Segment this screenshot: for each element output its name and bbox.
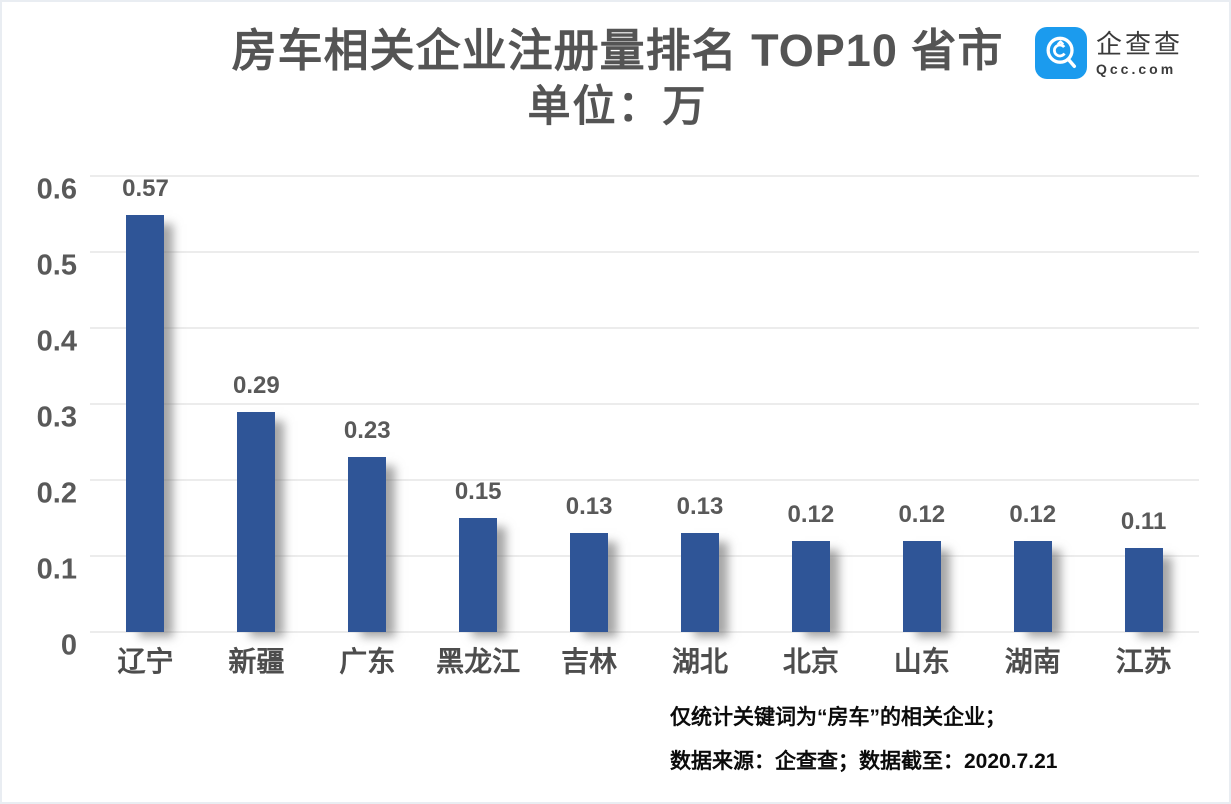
y-tick-label: 0 xyxy=(60,629,77,662)
gridline xyxy=(90,251,1199,253)
gridline xyxy=(90,555,1199,557)
bar-column: 0.29 xyxy=(201,176,312,632)
x-category-label: 广东 xyxy=(339,646,396,677)
bar xyxy=(1013,540,1052,632)
chart-subtitle: 单位：万 xyxy=(527,83,708,131)
x-category-label: 湖北 xyxy=(671,646,728,677)
bar-value-label: 0.12 xyxy=(1009,500,1057,528)
bar xyxy=(459,518,498,632)
x-category-label: 新疆 xyxy=(228,646,285,677)
chart-title: 房车相关企业注册量排名 TOP10 省市 xyxy=(231,25,1004,76)
magnifier-glyph xyxy=(1046,36,1077,69)
y-tick-label: 0.5 xyxy=(36,249,77,282)
bar-column: 0.12 xyxy=(755,176,866,632)
x-category-label: 江苏 xyxy=(1115,646,1172,677)
qcc-logo-icon xyxy=(1035,27,1087,79)
bar xyxy=(1124,548,1163,632)
bar xyxy=(237,411,276,632)
bar xyxy=(680,533,719,632)
bar-column: 0.23 xyxy=(312,176,423,632)
bar-value-label: 0.12 xyxy=(787,500,835,528)
bars-row: 0.57 0.29 0.23 0.15 0.13 0.13 0.12 0.12 0.12 0.11 xyxy=(90,176,1199,632)
gridline xyxy=(90,479,1199,481)
bar-column: 0.12 xyxy=(977,176,1088,632)
gridline xyxy=(90,327,1199,329)
bar-column: 0.12 xyxy=(866,176,977,632)
x-category-label: 吉林 xyxy=(561,646,618,677)
y-tick-label: 0.3 xyxy=(36,401,77,434)
bar xyxy=(570,533,609,632)
footnotes: 仅统计关键词为“房车”的相关企业； 数据来源：企查查；数据截至：2020.7.2… xyxy=(670,696,1057,784)
bar-column: 0.13 xyxy=(645,176,756,632)
bar-value-label: 0.29 xyxy=(233,371,280,399)
bar-value-label: 0.57 xyxy=(122,175,169,202)
bar-value-label: 0.23 xyxy=(343,417,391,445)
bar xyxy=(902,540,941,632)
logo-name: 企查查 xyxy=(1096,28,1184,59)
x-category-label: 辽宁 xyxy=(117,646,174,677)
bar-value-label: 0.12 xyxy=(898,500,946,528)
qcc-logo: 企查查 Qcc.com xyxy=(1035,27,1183,79)
x-category-label: 湖南 xyxy=(1004,646,1061,677)
footnote-line: 仅统计关键词为“房车”的相关企业； xyxy=(670,706,1006,729)
bar-value-label: 0.13 xyxy=(676,493,724,521)
bar xyxy=(348,457,387,632)
bar-column: 0.13 xyxy=(534,176,645,632)
x-category-label: 山东 xyxy=(893,646,950,677)
bar-value-label: 0.13 xyxy=(565,493,613,521)
gridline xyxy=(90,403,1199,405)
y-tick-label: 0.6 xyxy=(36,173,77,206)
bar xyxy=(791,540,830,632)
bar-column: 0.57 xyxy=(90,176,201,632)
bar-column: 0.11 xyxy=(1088,176,1199,632)
bar-value-label: 0.15 xyxy=(454,478,502,505)
y-tick-label: 0.2 xyxy=(36,477,77,510)
title-block: 房车相关企业注册量排名 TOP10 省市 单位：万 xyxy=(2,22,1229,134)
x-axis-labels: 辽宁 新疆 广东 黑龙江 吉林 湖北 北京 山东 湖南 江苏 xyxy=(90,646,1199,678)
bar-value-label: 0.11 xyxy=(1120,508,1167,536)
gridline xyxy=(90,631,1199,633)
x-category-label: 北京 xyxy=(782,646,839,677)
x-category-label: 黑龙江 xyxy=(436,646,521,677)
y-tick-label: 0.4 xyxy=(36,325,77,358)
logo-domain: Qcc.com xyxy=(1096,60,1177,77)
bar xyxy=(126,215,165,632)
footnote-line: 数据来源：企查查；数据截至：2020.7.21 xyxy=(670,750,1058,773)
qcc-logo-text: 企查查 Qcc.com xyxy=(1096,31,1183,76)
y-tick-label: 0.1 xyxy=(36,553,77,586)
bar-column: 0.15 xyxy=(423,176,534,632)
gridline xyxy=(90,175,1199,177)
plot-area: 0 0.1 0.2 0.3 0.4 0.5 0.6 0.57 0.29 0.23 0.15 0.13… xyxy=(37,175,1199,660)
